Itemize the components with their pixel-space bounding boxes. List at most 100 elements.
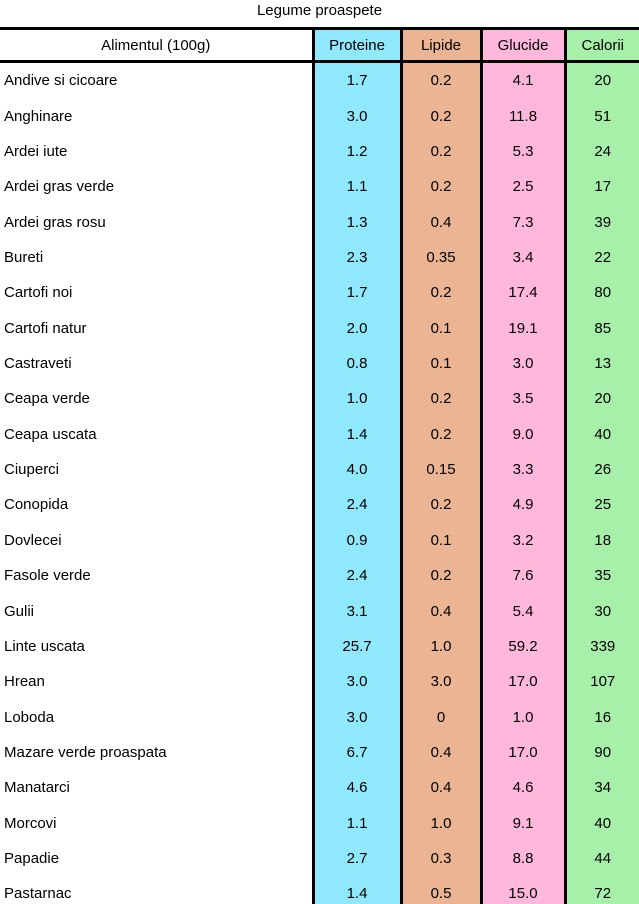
table-row: Bureti 2.3 0.35 3.4 22 (0, 239, 639, 276)
cell-name: Ceapa verde (4, 390, 90, 408)
table-row: Andive si cicoare 1.7 0.2 4.1 20 (0, 61, 639, 99)
cell-name: Castraveti (4, 355, 72, 373)
cell-name: Ardei gras verde (4, 178, 115, 196)
cell-calorii: 35 (564, 558, 639, 594)
cell-name: Mazare verde proaspata (4, 744, 167, 761)
cell-proteine: 0.9 (311, 522, 403, 559)
cell-calorii: 13 (564, 345, 639, 382)
cell-glucide: 8.8 (481, 840, 567, 877)
table-row: Fasole verde 2.4 0.2 7.6 35 (0, 558, 639, 594)
table-row: Loboda 3.0 0 1.0 16 (0, 699, 639, 735)
cell-glucide: 5.3 (481, 133, 567, 170)
table-header: Alimentul (100g) Proteine Lipide Glucide… (0, 27, 639, 63)
cell-calorii: 339 (564, 628, 639, 665)
cell-name: Hrean (4, 673, 45, 691)
cell-proteine: 2.4 (311, 487, 403, 523)
cell-calorii: 44 (564, 840, 639, 877)
cell-glucide: 4.6 (481, 770, 567, 806)
table-row: Ardei iute 1.2 0.2 5.3 24 (0, 133, 639, 170)
cell-lipide: 0.4 (401, 204, 483, 240)
cell-name: Cartofi natur (4, 319, 87, 337)
cell-glucide: 3.0 (481, 345, 567, 382)
cell-glucide: 1.0 (481, 699, 567, 735)
cell-name: Anghinare (4, 107, 73, 125)
table-row: Papadie 2.7 0.3 8.8 44 (0, 840, 639, 877)
cell-lipide: 0.5 (401, 876, 483, 904)
cell-lipide: 0.4 (401, 770, 483, 806)
cell-glucide: 5.4 (481, 593, 567, 629)
cell-proteine: 1.4 (311, 876, 403, 904)
cell-name: Fasole verde (4, 567, 91, 585)
cell-lipide: 0.2 (401, 558, 483, 594)
cell-proteine: 0.8 (311, 345, 403, 382)
cell-lipide: 0 (401, 699, 483, 735)
cell-calorii: 17 (564, 169, 639, 205)
cell-glucide: 4.9 (481, 487, 567, 523)
table-row: Pastarnac 1.4 0.5 15.0 72 (0, 876, 639, 904)
cell-calorii: 20 (564, 61, 639, 99)
cell-name: Ciuperci (4, 461, 60, 479)
cell-glucide: 3.3 (481, 451, 567, 488)
cell-name: Bureti (4, 248, 44, 266)
header-row: Alimentul (100g) Proteine Lipide Glucide… (0, 27, 639, 63)
cell-calorii: 72 (564, 876, 639, 904)
cell-lipide: 0.2 (401, 98, 483, 134)
cell-name: Andive si cicoare (4, 72, 118, 90)
cell-glucide: 3.2 (481, 522, 567, 559)
cell-lipide: 0.1 (401, 345, 483, 382)
cell-lipide: 0.4 (401, 593, 483, 629)
nutrition-table-container: Alimentul (100g) Proteine Lipide Glucide… (0, 27, 639, 904)
table-row: Linte uscata 25.7 1.0 59.2 339 (0, 628, 639, 665)
cell-proteine: 4.6 (311, 770, 403, 806)
cell-proteine: 4.0 (311, 451, 403, 488)
cell-proteine: 1.0 (311, 381, 403, 417)
cell-lipide: 0.4 (401, 734, 483, 771)
table-row: Gulii 3.1 0.4 5.4 30 (0, 593, 639, 629)
table-row: Dovlecei 0.9 0.1 3.2 18 (0, 522, 639, 559)
cell-glucide: 59.2 (481, 628, 567, 665)
cell-calorii: 40 (564, 416, 639, 452)
cell-proteine: 1.3 (311, 204, 403, 240)
cell-proteine: 2.3 (311, 239, 403, 276)
cell-calorii: 30 (564, 593, 639, 629)
table-row: Castraveti 0.8 0.1 3.0 13 (0, 345, 639, 382)
cell-proteine: 3.0 (311, 98, 403, 134)
table-row: Ceapa verde 1.0 0.2 3.5 20 (0, 381, 639, 417)
cell-name: Ardei iute (4, 142, 68, 160)
cell-glucide: 3.5 (481, 381, 567, 417)
cell-lipide: 0.2 (401, 487, 483, 523)
cell-lipide: 0.2 (401, 381, 483, 417)
cell-calorii: 39 (564, 204, 639, 240)
table-row: Cartofi natur 2.0 0.1 19.1 85 (0, 310, 639, 346)
table-row: Conopida 2.4 0.2 4.9 25 (0, 487, 639, 523)
cell-proteine: 3.0 (311, 699, 403, 735)
cell-calorii: 40 (564, 805, 639, 841)
table-row: Morcovi 1.1 1.0 9.1 40 (0, 805, 639, 841)
cell-calorii: 16 (564, 699, 639, 735)
table-row: Ciuperci 4.0 0.15 3.3 26 (0, 451, 639, 488)
cell-lipide: 0.1 (401, 522, 483, 559)
table-row: Ardei gras verde 1.1 0.2 2.5 17 (0, 169, 639, 205)
cell-glucide: 17.0 (481, 664, 567, 700)
cell-lipide: 0.3 (401, 840, 483, 877)
cell-name: Morcovi (4, 814, 57, 832)
cell-lipide: 0.2 (401, 169, 483, 205)
table-row: Ardei gras rosu 1.3 0.4 7.3 39 (0, 204, 639, 240)
cell-calorii: 80 (564, 275, 639, 311)
header-name: Alimentul (100g) (0, 27, 313, 63)
cell-proteine: 2.0 (311, 310, 403, 346)
cell-lipide: 0.1 (401, 310, 483, 346)
cell-glucide: 17.4 (481, 275, 567, 311)
cell-proteine: 3.0 (311, 664, 403, 700)
cell-name: Linte uscata (4, 637, 85, 655)
table-row: Ceapa uscata 1.4 0.2 9.0 40 (0, 416, 639, 452)
cell-glucide: 11.8 (481, 98, 567, 134)
table-title: Legume proaspete (256, 2, 383, 19)
header-glucide: Glucide (481, 27, 567, 63)
cell-proteine: 25.7 (311, 628, 403, 665)
header-calorii: Calorii (565, 27, 639, 63)
nutrition-table: Alimentul (100g) Proteine Lipide Glucide… (0, 27, 639, 904)
cell-name: Loboda (4, 708, 55, 726)
cell-glucide: 9.0 (481, 416, 567, 452)
cell-proteine: 6.7 (311, 734, 403, 771)
